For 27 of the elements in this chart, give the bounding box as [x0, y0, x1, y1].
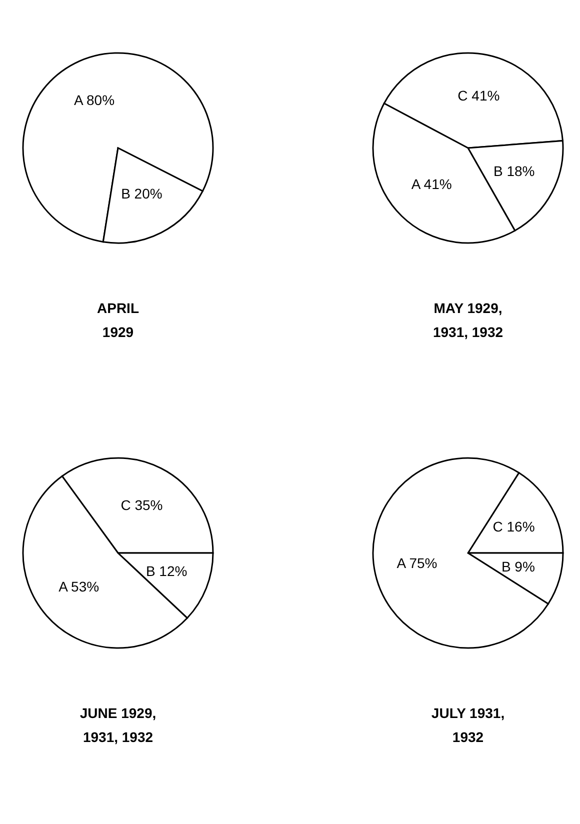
- data-label: 80%: [86, 92, 115, 108]
- pie-slice: [22, 52, 214, 243]
- slice-label: B: [146, 562, 156, 579]
- data-label: 18%: [506, 163, 535, 180]
- slice-label: A: [58, 578, 68, 594]
- slice-label: B: [501, 558, 511, 574]
- data-label: 9%: [514, 558, 535, 574]
- slice-label: B: [494, 163, 503, 180]
- text: MAY 1929, 1931, 1932: [432, 300, 504, 340]
- text: JUNE 1929, 1931, 1932: [80, 705, 156, 745]
- slice-label: B: [121, 185, 130, 202]
- text: JULY 1931, 1932: [431, 705, 505, 745]
- slice-label: C: [492, 518, 503, 535]
- data-label: 16%: [506, 518, 535, 535]
- text: APRIL 1929: [97, 300, 140, 340]
- slice-label: C: [120, 497, 131, 514]
- data-label: 41%: [424, 176, 452, 192]
- slice-label: A: [74, 92, 83, 108]
- data-label: 41%: [472, 88, 500, 104]
- data-label: 20%: [134, 185, 162, 202]
- slice-label: A: [396, 555, 406, 572]
- data-label: 75%: [409, 555, 438, 572]
- data-label: 12%: [159, 562, 188, 579]
- data-label: 35%: [134, 497, 163, 514]
- slice-label: C: [458, 88, 468, 104]
- data-label: 53%: [71, 578, 100, 594]
- slice-label: A: [411, 176, 420, 192]
